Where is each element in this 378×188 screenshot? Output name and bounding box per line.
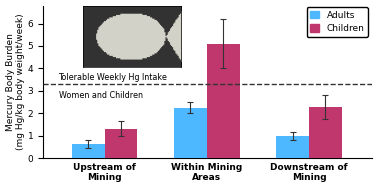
Bar — [174, 108, 207, 158]
Bar — [105, 129, 137, 158]
Y-axis label: Mercury Body Burden
(mg Hg/kg body weight/week): Mercury Body Burden (mg Hg/kg body weigh… — [6, 14, 25, 150]
Bar — [72, 144, 105, 158]
Legend: Adults, Children: Adults, Children — [307, 7, 368, 37]
Bar — [309, 107, 342, 158]
Text: Women and Children: Women and Children — [59, 91, 143, 100]
Bar — [276, 136, 309, 158]
Text: Tolerable Weekly Hg Intake: Tolerable Weekly Hg Intake — [59, 73, 167, 82]
Bar — [207, 44, 240, 158]
